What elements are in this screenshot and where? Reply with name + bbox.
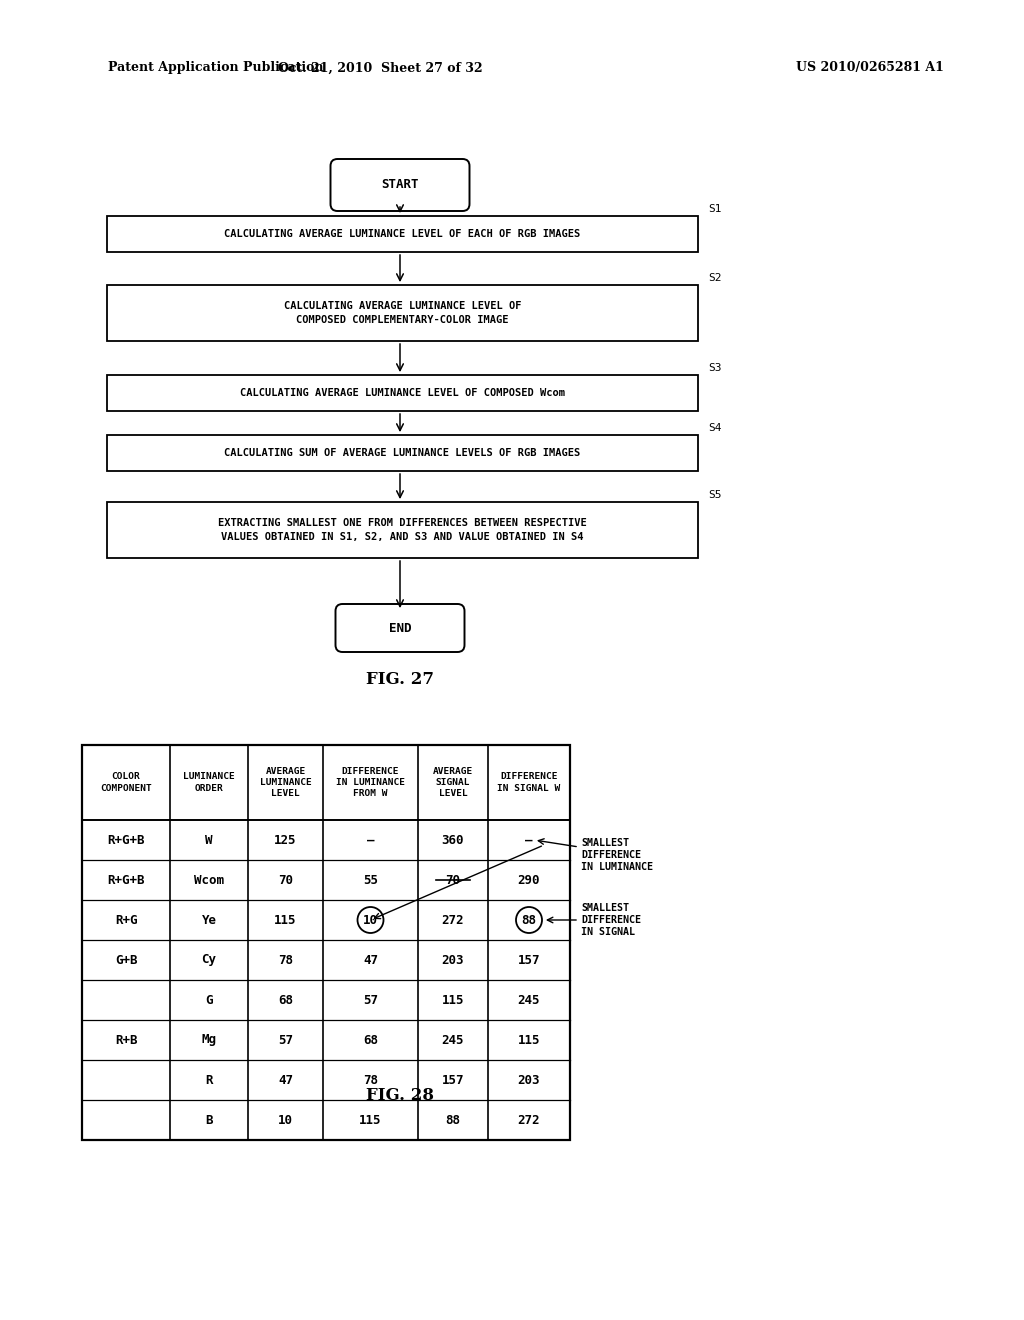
Text: EXTRACTING SMALLEST ONE FROM DIFFERENCES BETWEEN RESPECTIVE
VALUES OBTAINED IN S: EXTRACTING SMALLEST ONE FROM DIFFERENCES… [218, 519, 587, 541]
Text: 57: 57 [362, 994, 378, 1006]
Text: 245: 245 [518, 994, 541, 1006]
Text: G+B: G+B [115, 953, 137, 966]
Text: 272: 272 [518, 1114, 541, 1126]
Text: R+G+B: R+G+B [108, 833, 144, 846]
Text: 10: 10 [362, 913, 378, 927]
Text: Patent Application Publication: Patent Application Publication [108, 62, 324, 74]
Text: B: B [205, 1114, 213, 1126]
Text: 68: 68 [362, 1034, 378, 1047]
Text: Ye: Ye [202, 913, 216, 927]
Text: CALCULATING AVERAGE LUMINANCE LEVEL OF EACH OF RGB IMAGES: CALCULATING AVERAGE LUMINANCE LEVEL OF E… [224, 228, 581, 239]
Text: DIFFERENCE
IN LUMINANCE
FROM W: DIFFERENCE IN LUMINANCE FROM W [336, 767, 406, 799]
Text: S1: S1 [708, 205, 722, 214]
Text: 78: 78 [362, 1073, 378, 1086]
Text: COLOR
COMPONENT: COLOR COMPONENT [100, 772, 152, 792]
Text: 115: 115 [518, 1034, 541, 1047]
Text: FIG. 28: FIG. 28 [366, 1086, 434, 1104]
Text: 57: 57 [278, 1034, 293, 1047]
Text: 68: 68 [278, 994, 293, 1006]
Text: 88: 88 [445, 1114, 461, 1126]
Text: 360: 360 [441, 833, 464, 846]
Text: 47: 47 [362, 953, 378, 966]
Text: 115: 115 [441, 994, 464, 1006]
Text: S4: S4 [708, 422, 722, 433]
Text: R+G: R+G [115, 913, 137, 927]
Text: 245: 245 [441, 1034, 464, 1047]
Text: US 2010/0265281 A1: US 2010/0265281 A1 [796, 62, 944, 74]
Text: 203: 203 [441, 953, 464, 966]
Text: S5: S5 [708, 490, 722, 500]
Text: W: W [205, 833, 213, 846]
Text: SMALLEST
DIFFERENCE
IN SIGNAL: SMALLEST DIFFERENCE IN SIGNAL [581, 903, 641, 937]
Bar [106, 285, 698, 341]
Bar [106, 436, 698, 471]
Text: 78: 78 [278, 953, 293, 966]
Bar [106, 502, 698, 558]
Text: FIG. 27: FIG. 27 [366, 672, 434, 689]
Bar [106, 216, 698, 252]
Text: 47: 47 [278, 1073, 293, 1086]
Text: Cy: Cy [202, 953, 216, 966]
Text: 70: 70 [278, 874, 293, 887]
Text: G: G [205, 994, 213, 1006]
Text: 125: 125 [274, 833, 297, 846]
Text: AVERAGE
LUMINANCE
LEVEL: AVERAGE LUMINANCE LEVEL [260, 767, 311, 799]
Text: 115: 115 [359, 1114, 382, 1126]
FancyBboxPatch shape [336, 605, 465, 652]
Text: Wcom: Wcom [194, 874, 224, 887]
Text: DIFFERENCE
IN SIGNAL W: DIFFERENCE IN SIGNAL W [498, 772, 560, 792]
FancyBboxPatch shape [331, 158, 469, 211]
Text: 55: 55 [362, 874, 378, 887]
Text: AVERAGE
SIGNAL
LEVEL: AVERAGE SIGNAL LEVEL [433, 767, 473, 799]
Text: 10: 10 [278, 1114, 293, 1126]
Text: CALCULATING AVERAGE LUMINANCE LEVEL OF
COMPOSED COMPLEMENTARY-COLOR IMAGE: CALCULATING AVERAGE LUMINANCE LEVEL OF C… [284, 301, 521, 325]
Text: 70: 70 [445, 874, 461, 887]
Text: R: R [205, 1073, 213, 1086]
Text: R+B: R+B [115, 1034, 137, 1047]
Text: END: END [389, 622, 412, 635]
Text: LUMINANCE
ORDER: LUMINANCE ORDER [183, 772, 234, 792]
Text: R+G+B: R+G+B [108, 874, 144, 887]
Text: START: START [381, 178, 419, 191]
Text: 272: 272 [441, 913, 464, 927]
Text: SMALLEST
DIFFERENCE
IN LUMINANCE: SMALLEST DIFFERENCE IN LUMINANCE [581, 838, 653, 873]
Text: 290: 290 [518, 874, 541, 887]
Text: S3: S3 [708, 363, 722, 374]
Text: —: — [367, 833, 374, 846]
Bar [82, 744, 570, 1140]
Text: 88: 88 [521, 913, 537, 927]
Text: —: — [525, 833, 532, 846]
Text: Oct. 21, 2010  Sheet 27 of 32: Oct. 21, 2010 Sheet 27 of 32 [278, 62, 482, 74]
Text: 115: 115 [274, 913, 297, 927]
Text: S2: S2 [708, 273, 722, 282]
Text: CALCULATING SUM OF AVERAGE LUMINANCE LEVELS OF RGB IMAGES: CALCULATING SUM OF AVERAGE LUMINANCE LEV… [224, 447, 581, 458]
Text: 157: 157 [518, 953, 541, 966]
Text: CALCULATING AVERAGE LUMINANCE LEVEL OF COMPOSED Wcom: CALCULATING AVERAGE LUMINANCE LEVEL OF C… [240, 388, 565, 399]
Text: 203: 203 [518, 1073, 541, 1086]
Text: Mg: Mg [202, 1034, 216, 1047]
Bar [106, 375, 698, 411]
Text: 157: 157 [441, 1073, 464, 1086]
